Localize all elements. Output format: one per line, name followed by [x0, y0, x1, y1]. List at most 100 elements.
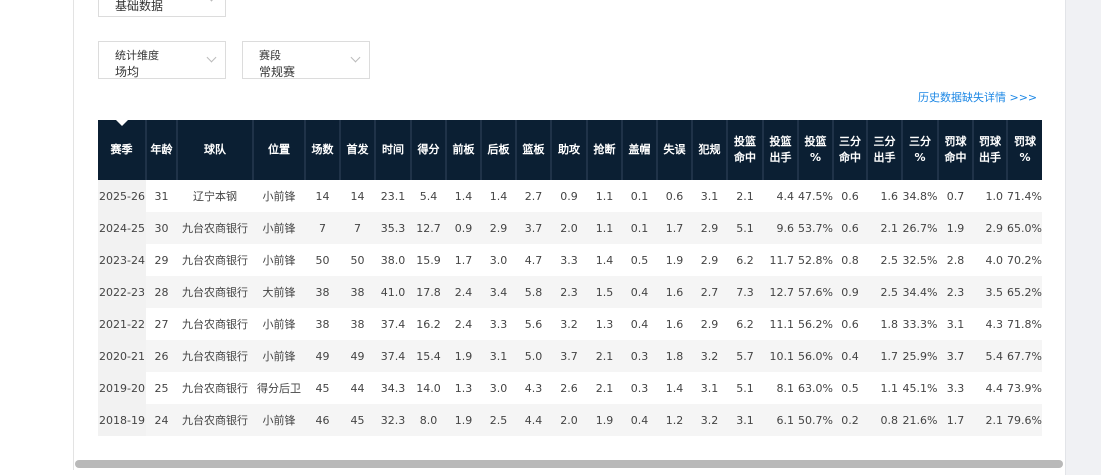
- table-cell: 1.4: [454, 189, 473, 203]
- history-missing-link[interactable]: 历史数据缺失详情 >>>: [918, 91, 1038, 104]
- column-header-label: 时间: [382, 143, 404, 156]
- column-header-label: 三分 出手: [873, 135, 896, 164]
- table-cell: 1.1: [880, 381, 899, 395]
- data-type-select[interactable]: 基础数据: [98, 0, 226, 17]
- table-cell: 2018-19: [98, 404, 146, 436]
- table-cell: 1.7: [657, 212, 692, 244]
- table-cell: 35.3: [375, 212, 411, 244]
- table-cell: 1.4: [665, 381, 684, 395]
- column-header[interactable]: 三分 命中: [832, 120, 867, 180]
- table-cell: 1.2: [657, 404, 692, 436]
- table-cell: 50: [315, 253, 330, 267]
- table-cell: 1.8: [657, 340, 692, 372]
- table-cell: 45.1%: [902, 381, 938, 395]
- table-cell: 31: [154, 189, 169, 203]
- table-row: 2020-21 26 九台农商银行 小前锋 49 49 37.4 15.4 1.9 3.1 5.0 3…: [98, 340, 1042, 372]
- column-header[interactable]: 时间: [374, 120, 411, 180]
- table-cell: 九台农商银行: [182, 318, 248, 331]
- table-cell: 3.1: [700, 189, 719, 203]
- dimension-label: 统计维度: [115, 49, 159, 62]
- table-cell: 九台农商银行: [177, 276, 253, 308]
- column-header-label: 投篮 %: [804, 135, 827, 164]
- table-cell: 21.6%: [902, 404, 938, 436]
- table-cell: 14: [350, 189, 365, 203]
- column-header[interactable]: 罚球 出手: [972, 120, 1007, 180]
- table-cell: 2.7: [524, 189, 543, 203]
- table-cell: 1.9: [938, 212, 973, 244]
- stage-select[interactable]: 赛段 常规赛: [242, 41, 370, 79]
- column-header[interactable]: 投篮 出手: [762, 120, 798, 180]
- column-header[interactable]: 抢断: [586, 120, 622, 180]
- table-cell: 九台农商银行: [177, 404, 253, 436]
- column-header[interactable]: 三分 %: [901, 120, 938, 180]
- column-header[interactable]: 后板: [480, 120, 516, 180]
- table-cell: 79.6%: [1007, 404, 1042, 436]
- column-header[interactable]: 三分 出手: [866, 120, 902, 180]
- table-cell: 小前锋: [253, 212, 305, 244]
- table-cell: 49: [305, 340, 340, 372]
- column-header[interactable]: 球队: [176, 120, 253, 180]
- column-header[interactable]: 盖帽: [621, 120, 657, 180]
- column-header-label: 失误: [663, 143, 686, 156]
- table-cell: 14: [315, 189, 330, 203]
- column-header[interactable]: 失误: [656, 120, 692, 180]
- table-cell: 0.6: [841, 189, 859, 203]
- column-header[interactable]: 位置: [252, 120, 305, 180]
- column-header[interactable]: 赛季: [98, 120, 146, 180]
- column-header[interactable]: 前板: [445, 120, 481, 180]
- column-header[interactable]: 年龄: [145, 120, 177, 180]
- table-cell: 71.4%: [1007, 189, 1042, 203]
- table-cell: 小前锋: [262, 318, 296, 331]
- dimension-select[interactable]: 统计维度 场均: [98, 41, 226, 79]
- table-cell: 5.0: [516, 340, 551, 372]
- dimension-value: 场均: [115, 65, 140, 79]
- table-cell: 九台农商银行: [177, 212, 253, 244]
- table-cell: 小前锋: [262, 254, 296, 267]
- horizontal-scrollbar[interactable]: [75, 460, 1063, 468]
- table-cell: 1.7: [938, 404, 973, 436]
- column-header[interactable]: 罚球 命中: [937, 120, 973, 180]
- table-cell: 4.3: [985, 317, 1004, 331]
- table-cell: 49: [340, 340, 375, 372]
- table-cell: 34.8%: [902, 189, 938, 203]
- column-header[interactable]: 篮板: [515, 120, 551, 180]
- table-cell: 67.7%: [1007, 340, 1042, 372]
- table-cell: 4.4: [516, 404, 551, 436]
- table-cell: 1.6: [880, 189, 899, 203]
- table-cell: 2.4: [454, 317, 473, 331]
- column-header[interactable]: 场数: [304, 120, 340, 180]
- table-cell: 37.4: [375, 340, 411, 372]
- column-header[interactable]: 首发: [339, 120, 375, 180]
- table-row: 2025-26 31 辽宁本钢 小前锋 14 14 23.1 5.4 1.4 1.4 2.7 0.9 1…: [98, 180, 1042, 212]
- table-cell: 3.0: [489, 253, 508, 267]
- table-cell: 0.6: [841, 317, 859, 331]
- column-header-label: 前板: [452, 143, 475, 156]
- table-cell: 2.5: [867, 276, 902, 308]
- table-cell: 6.2: [736, 253, 754, 267]
- column-header-label: 场数: [311, 143, 334, 156]
- table-cell: 1.9: [665, 253, 684, 267]
- column-header[interactable]: 罚球 %: [1006, 120, 1042, 180]
- sort-indicator-icon: [115, 120, 128, 126]
- table-cell: 3.7: [938, 340, 973, 372]
- table-cell: 1.9: [446, 404, 481, 436]
- column-header[interactable]: 得分: [410, 120, 446, 180]
- table-cell: 5.6: [524, 317, 543, 331]
- table-cell: 65.2%: [1007, 276, 1042, 308]
- table-cell: 32.5%: [902, 253, 938, 267]
- table-cell: 9.6: [763, 212, 798, 244]
- column-header[interactable]: 投篮 命中: [726, 120, 763, 180]
- table-cell: 0.5: [630, 253, 649, 267]
- table-cell: 15.4: [411, 340, 446, 372]
- table-cell: 16.2: [416, 317, 441, 331]
- table-cell: 1.9: [587, 404, 622, 436]
- table-cell: 4.0: [985, 253, 1004, 267]
- column-header[interactable]: 助攻: [550, 120, 587, 180]
- column-header-label: 助攻: [558, 143, 580, 156]
- column-header[interactable]: 投篮 %: [797, 120, 833, 180]
- column-header-label: 位置: [268, 143, 290, 156]
- table-cell: 7: [305, 212, 340, 244]
- column-header[interactable]: 犯规: [691, 120, 727, 180]
- table-cell: 56.0%: [798, 340, 833, 372]
- table-cell: 0.8: [841, 253, 859, 267]
